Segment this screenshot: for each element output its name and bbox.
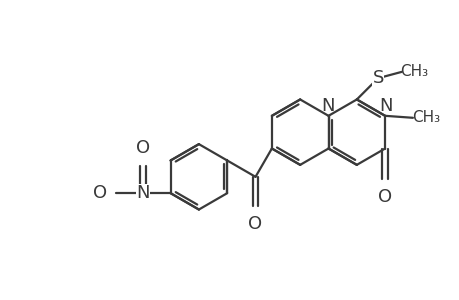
Text: CH₃: CH₃: [400, 64, 428, 80]
Text: O: O: [248, 214, 262, 232]
Text: O: O: [135, 140, 150, 158]
Text: N: N: [320, 97, 334, 115]
Text: N: N: [136, 184, 149, 202]
Text: CH₃: CH₃: [411, 110, 439, 125]
Text: O: O: [93, 184, 107, 202]
Text: N: N: [379, 97, 392, 115]
Text: S: S: [372, 69, 383, 87]
Text: O: O: [377, 188, 392, 206]
